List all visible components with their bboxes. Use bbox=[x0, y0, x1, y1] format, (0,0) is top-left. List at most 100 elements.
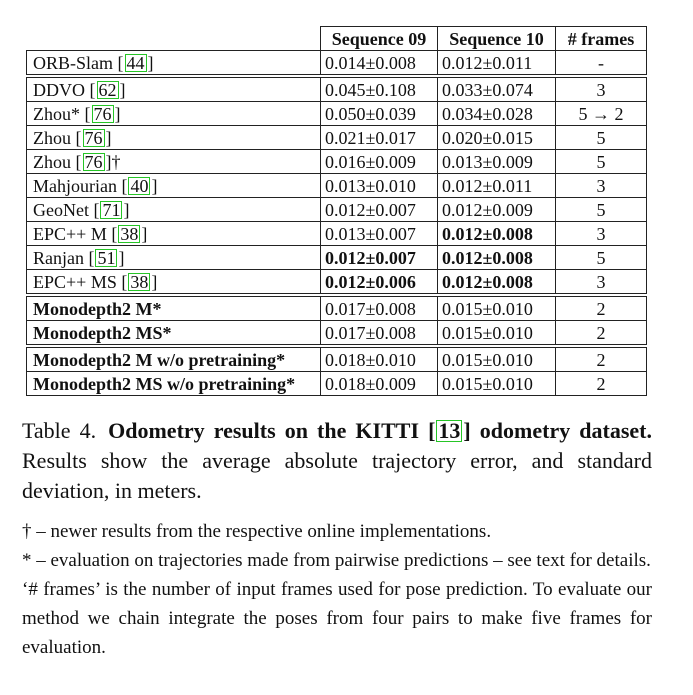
citation-link[interactable]: 38 bbox=[118, 223, 141, 244]
method-suffix: ]† bbox=[105, 151, 121, 172]
method-suffix: ] bbox=[114, 103, 121, 124]
seq10-cell: 0.020±0.015 bbox=[437, 125, 556, 150]
table-row-geonet: GeoNet [71] 0.012±0.007 0.012±0.009 5 bbox=[26, 197, 647, 222]
table-row-monodepth2-m-nopretrain: Monodepth2 M w/o pretraining* 0.018±0.01… bbox=[26, 344, 647, 372]
table-caption: Table 4. Odometry results on the KITTI [1… bbox=[22, 416, 652, 506]
method-name: Zhou [ bbox=[33, 151, 82, 172]
table-row-zhou-dagger: Zhou [76]† 0.016±0.009 0.013±0.009 5 bbox=[26, 149, 647, 174]
seq10-cell: 0.033±0.074 bbox=[437, 74, 556, 102]
table-row-ranjan: Ranjan [51] 0.012±0.007 0.012±0.008 5 bbox=[26, 245, 647, 270]
frames-cell: 5 bbox=[555, 245, 647, 270]
method-cell: Monodepth2 M w/o pretraining* bbox=[26, 344, 321, 372]
seq09-cell: 0.017±0.008 bbox=[320, 293, 438, 321]
method-suffix: ] bbox=[119, 79, 126, 100]
citation-link[interactable]: 51 bbox=[95, 247, 118, 268]
method-suffix: ] bbox=[147, 52, 154, 73]
seq09-cell: 0.013±0.010 bbox=[320, 173, 438, 198]
caption-heading-text-end: ] odometry dataset. bbox=[463, 418, 652, 443]
frames-cell: 2 bbox=[555, 371, 647, 396]
header-method bbox=[26, 26, 321, 51]
method-name: EPC++ MS [ bbox=[33, 271, 128, 292]
seq09-cell: 0.016±0.009 bbox=[320, 149, 438, 174]
method-cell: Ranjan [51] bbox=[26, 245, 321, 270]
method-cell: GeoNet [71] bbox=[26, 197, 321, 222]
method-cell: DDVO [62] bbox=[26, 74, 321, 102]
seq10-cell: 0.015±0.010 bbox=[437, 344, 556, 372]
seq10-cell-best: 0.012±0.008 bbox=[437, 221, 556, 246]
method-suffix: ] bbox=[151, 175, 158, 196]
citation-link[interactable]: 76 bbox=[91, 103, 114, 124]
seq09-cell: 0.012±0.007 bbox=[320, 197, 438, 222]
method-suffix: ] bbox=[123, 199, 130, 220]
method-suffix: ] bbox=[141, 223, 148, 244]
seq10-cell-best: 0.012±0.008 bbox=[437, 245, 556, 270]
citation-link[interactable]: 76 bbox=[82, 127, 105, 148]
frames-cell: 5 bbox=[555, 149, 647, 174]
citation-link[interactable]: 62 bbox=[96, 79, 119, 100]
seq09-cell: 0.018±0.010 bbox=[320, 344, 438, 372]
note-asterisk: * – evaluation on trajectories made from… bbox=[22, 550, 651, 571]
citation-link[interactable]: 13 bbox=[436, 418, 463, 443]
seq09-cell-best: 0.012±0.006 bbox=[320, 269, 438, 296]
seq10-cell: 0.015±0.010 bbox=[437, 293, 556, 321]
method-cell: Zhou* [76] bbox=[26, 101, 321, 126]
method-name: EPC++ M [ bbox=[33, 223, 118, 244]
seq09-cell: 0.045±0.108 bbox=[320, 74, 438, 102]
table-row-zhou-star: Zhou* [76] 0.050±0.039 0.034±0.028 5 → 2 bbox=[26, 101, 647, 126]
header-frames: # frames bbox=[555, 26, 647, 51]
frames-cell: 2 bbox=[555, 344, 647, 372]
method-cell: ORB-Slam [44] bbox=[26, 50, 321, 77]
method-cell: Monodepth2 MS* bbox=[26, 320, 321, 347]
seq09-cell: 0.017±0.008 bbox=[320, 320, 438, 347]
note-frames: ‘# frames’ is the number of input frames… bbox=[22, 579, 652, 658]
method-name: Zhou* [ bbox=[33, 103, 91, 124]
seq09-cell: 0.021±0.017 bbox=[320, 125, 438, 150]
citation-link[interactable]: 44 bbox=[124, 52, 147, 73]
method-name: Zhou [ bbox=[33, 127, 82, 148]
method-name: Ranjan [ bbox=[33, 247, 95, 268]
frames-cell: 5 bbox=[555, 197, 647, 222]
seq09-cell: 0.050±0.039 bbox=[320, 101, 438, 126]
caption-heading: Odometry results on the KITTI [13] odome… bbox=[108, 418, 652, 443]
frames-cell: 3 bbox=[555, 74, 647, 102]
seq10-cell: 0.012±0.011 bbox=[437, 50, 556, 77]
seq10-cell: 0.034±0.028 bbox=[437, 101, 556, 126]
seq10-cell: 0.015±0.010 bbox=[437, 320, 556, 347]
method-cell: Zhou [76]† bbox=[26, 149, 321, 174]
citation-link[interactable]: 40 bbox=[128, 175, 151, 196]
method-name: DDVO [ bbox=[33, 79, 96, 100]
seq10-cell: 0.012±0.009 bbox=[437, 197, 556, 222]
citation-link[interactable]: 71 bbox=[100, 199, 123, 220]
odometry-results-table: Sequence 09 Sequence 10 # frames ORB-Sla… bbox=[26, 26, 647, 396]
seq10-cell-best: 0.012±0.008 bbox=[437, 269, 556, 296]
method-suffix: ] bbox=[118, 247, 125, 268]
frames-cell: 2 bbox=[555, 293, 647, 321]
seq09-cell: 0.014±0.008 bbox=[320, 50, 438, 77]
method-name: GeoNet [ bbox=[33, 199, 100, 220]
header-sequence-10: Sequence 10 bbox=[437, 26, 556, 51]
method-cell: Zhou [76] bbox=[26, 125, 321, 150]
table-row-orb-slam: ORB-Slam [44] 0.014±0.008 0.012±0.011 - bbox=[26, 50, 647, 77]
table-header-row: Sequence 09 Sequence 10 # frames bbox=[26, 26, 647, 51]
method-suffix: ] bbox=[151, 271, 158, 292]
citation-link[interactable]: 76 bbox=[82, 151, 105, 172]
method-cell: Monodepth2 M* bbox=[26, 293, 321, 321]
note-dagger: † – newer results from the respective on… bbox=[22, 521, 492, 542]
table-row-epc-m: EPC++ M [38] 0.013±0.007 0.012±0.008 3 bbox=[26, 221, 647, 246]
frames-cell: 3 bbox=[555, 173, 647, 198]
table-row-monodepth2-ms-nopretrain: Monodepth2 MS w/o pretraining* 0.018±0.0… bbox=[26, 371, 647, 396]
table-row-mahjourian: Mahjourian [40] 0.013±0.010 0.012±0.011 … bbox=[26, 173, 647, 198]
frames-cell: 5 → 2 bbox=[555, 101, 647, 126]
seq10-cell: 0.015±0.010 bbox=[437, 371, 556, 396]
table-row-epc-ms: EPC++ MS [38] 0.012±0.006 0.012±0.008 3 bbox=[26, 269, 647, 296]
table-row-monodepth2-ms: Monodepth2 MS* 0.017±0.008 0.015±0.010 2 bbox=[26, 320, 647, 347]
method-cell: Monodepth2 MS w/o pretraining* bbox=[26, 371, 321, 396]
citation-link[interactable]: 38 bbox=[128, 271, 151, 292]
table-notes: † – newer results from the respective on… bbox=[22, 517, 652, 662]
frames-cell: 3 bbox=[555, 221, 647, 246]
seq10-cell: 0.012±0.011 bbox=[437, 173, 556, 198]
results-table: Sequence 09 Sequence 10 # frames ORB-Sla… bbox=[26, 26, 647, 396]
frames-cell: 5 bbox=[555, 125, 647, 150]
seq10-cell: 0.013±0.009 bbox=[437, 149, 556, 174]
method-cell: EPC++ MS [38] bbox=[26, 269, 321, 296]
